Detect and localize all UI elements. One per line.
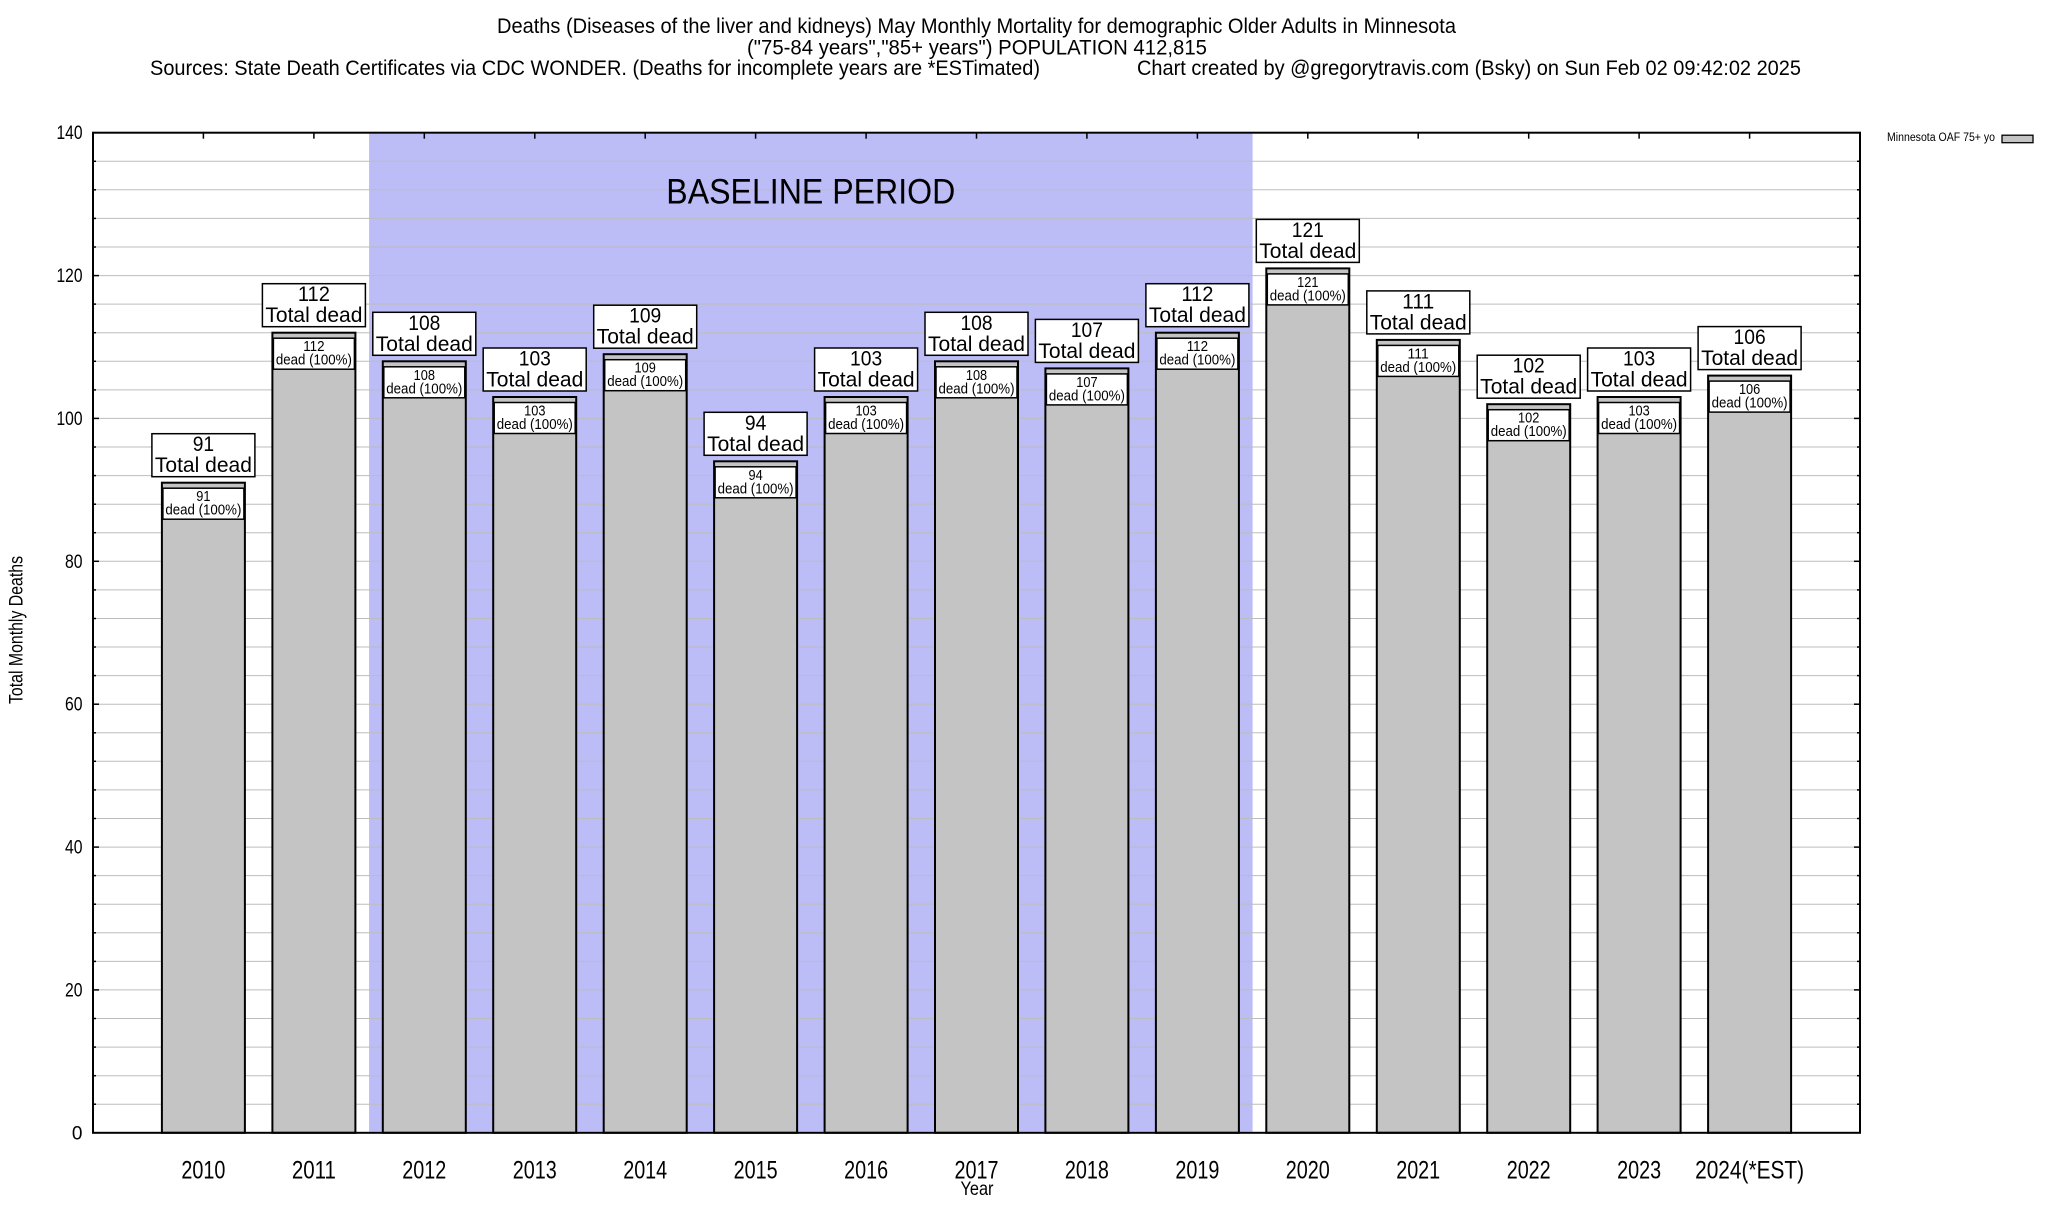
svg-text:2010: 2010	[181, 1157, 225, 1185]
svg-text:Total dead: Total dead	[265, 304, 362, 327]
svg-text:2023: 2023	[1617, 1157, 1661, 1185]
svg-text:Total dead: Total dead	[1370, 311, 1467, 334]
svg-text:80: 80	[65, 552, 83, 573]
svg-text:dead (100%): dead (100%)	[1270, 288, 1346, 304]
svg-text:dead (100%): dead (100%)	[1712, 396, 1788, 412]
svg-text:2014: 2014	[623, 1157, 667, 1185]
svg-text:94: 94	[745, 412, 767, 435]
svg-text:103: 103	[850, 348, 882, 371]
svg-text:112: 112	[1181, 283, 1213, 306]
svg-text:102: 102	[1518, 411, 1539, 427]
svg-text:("75-84 years","85+ years") PO: ("75-84 years","85+ years") POPULATION 4…	[747, 37, 1207, 60]
svg-text:dead (100%): dead (100%)	[1601, 417, 1677, 433]
svg-text:107: 107	[1076, 375, 1097, 391]
svg-text:111: 111	[1402, 290, 1434, 313]
svg-text:2013: 2013	[513, 1157, 557, 1185]
svg-text:94: 94	[749, 468, 763, 484]
svg-text:BASELINE PERIOD: BASELINE PERIOD	[666, 173, 955, 212]
svg-text:103: 103	[1628, 404, 1649, 420]
svg-text:2021: 2021	[1396, 1157, 1440, 1185]
svg-text:108: 108	[414, 368, 435, 384]
svg-text:2019: 2019	[1175, 1157, 1219, 1185]
svg-text:Sources: State Death Certifica: Sources: State Death Certificates via CD…	[150, 57, 1040, 80]
svg-text:Minnesota OAF 75+ yo: Minnesota OAF 75+ yo	[1887, 132, 1995, 144]
svg-text:Total dead: Total dead	[155, 454, 252, 477]
svg-text:2012: 2012	[402, 1157, 446, 1185]
svg-text:dead (100%): dead (100%)	[1380, 360, 1456, 376]
svg-text:2011: 2011	[292, 1157, 336, 1185]
svg-text:dead (100%): dead (100%)	[718, 481, 794, 497]
svg-text:103: 103	[519, 348, 551, 371]
svg-text:112: 112	[1187, 339, 1208, 355]
svg-text:Total dead: Total dead	[376, 333, 473, 356]
svg-text:2017: 2017	[955, 1157, 999, 1185]
svg-text:2024(*EST): 2024(*EST)	[1695, 1157, 1804, 1185]
svg-text:103: 103	[1623, 348, 1655, 371]
svg-text:Total dead: Total dead	[1480, 376, 1577, 399]
svg-text:Total dead: Total dead	[1149, 304, 1246, 327]
svg-text:20: 20	[65, 980, 83, 1001]
svg-text:121: 121	[1292, 219, 1324, 242]
svg-text:120: 120	[57, 266, 83, 287]
svg-text:106: 106	[1739, 382, 1760, 398]
svg-text:Total dead: Total dead	[486, 369, 583, 392]
svg-text:112: 112	[298, 283, 330, 306]
svg-text:dead (100%): dead (100%)	[828, 417, 904, 433]
svg-text:dead (100%): dead (100%)	[386, 381, 462, 397]
svg-text:Total dead: Total dead	[1701, 347, 1798, 370]
svg-text:111: 111	[1408, 346, 1429, 362]
svg-text:dead (100%): dead (100%)	[497, 417, 573, 433]
svg-text:Total Monthly Deaths: Total Monthly Deaths	[7, 556, 28, 704]
svg-text:Total dead: Total dead	[1591, 369, 1688, 392]
svg-text:0: 0	[72, 1123, 83, 1144]
svg-text:107: 107	[1071, 319, 1103, 342]
svg-text:Deaths (Diseases of the liver: Deaths (Diseases of the liver and kidney…	[497, 15, 1456, 38]
svg-text:60: 60	[65, 695, 83, 716]
svg-text:106: 106	[1734, 326, 1766, 349]
svg-text:dead (100%): dead (100%)	[1049, 388, 1125, 404]
svg-text:2016: 2016	[844, 1157, 888, 1185]
svg-text:2020: 2020	[1286, 1157, 1330, 1185]
svg-text:2022: 2022	[1507, 1157, 1551, 1185]
svg-text:dead (100%): dead (100%)	[276, 353, 352, 369]
svg-text:Total dead: Total dead	[928, 333, 1025, 356]
svg-text:109: 109	[635, 361, 656, 377]
svg-text:Total dead: Total dead	[597, 326, 694, 349]
svg-text:dead (100%): dead (100%)	[939, 381, 1015, 397]
svg-text:Chart created by @gregorytravi: Chart created by @gregorytravis.com (Bsk…	[1137, 57, 1801, 80]
svg-text:dead (100%): dead (100%)	[1491, 424, 1567, 440]
svg-text:121: 121	[1297, 275, 1318, 291]
svg-text:91: 91	[196, 489, 210, 505]
svg-text:dead (100%): dead (100%)	[607, 374, 683, 390]
svg-text:dead (100%): dead (100%)	[165, 503, 241, 519]
svg-text:108: 108	[408, 312, 440, 335]
svg-text:Year: Year	[961, 1178, 994, 1200]
svg-text:dead (100%): dead (100%)	[1159, 353, 1235, 369]
svg-text:Total dead: Total dead	[1259, 240, 1356, 263]
svg-text:103: 103	[524, 404, 545, 420]
svg-text:Total dead: Total dead	[818, 369, 915, 392]
svg-text:Total dead: Total dead	[707, 433, 804, 456]
svg-text:109: 109	[629, 305, 661, 328]
svg-text:2015: 2015	[734, 1157, 778, 1185]
svg-text:108: 108	[966, 368, 987, 384]
svg-text:140: 140	[57, 123, 83, 144]
svg-text:108: 108	[960, 312, 992, 335]
svg-text:2018: 2018	[1065, 1157, 1109, 1185]
svg-text:103: 103	[855, 404, 876, 420]
svg-text:100: 100	[57, 409, 83, 430]
svg-text:Total dead: Total dead	[1038, 340, 1135, 363]
svg-text:91: 91	[193, 433, 214, 456]
svg-text:112: 112	[303, 339, 324, 355]
svg-text:40: 40	[65, 838, 83, 859]
svg-text:102: 102	[1513, 355, 1545, 378]
